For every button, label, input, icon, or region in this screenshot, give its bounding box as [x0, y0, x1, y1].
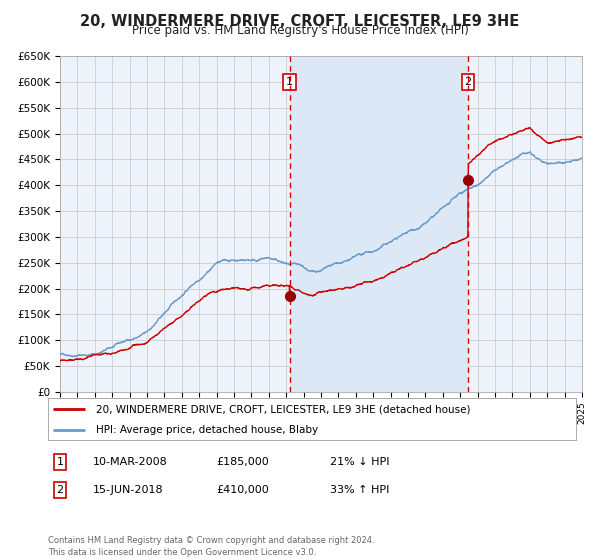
Text: 20, WINDERMERE DRIVE, CROFT, LEICESTER, LE9 3HE: 20, WINDERMERE DRIVE, CROFT, LEICESTER, … — [80, 14, 520, 29]
Text: 33% ↑ HPI: 33% ↑ HPI — [330, 485, 389, 495]
Text: 1: 1 — [56, 457, 64, 467]
Bar — [290, 56, 468, 392]
Text: £185,000: £185,000 — [216, 457, 269, 467]
Text: Contains HM Land Registry data © Crown copyright and database right 2024.
This d: Contains HM Land Registry data © Crown c… — [48, 536, 374, 557]
Text: £410,000: £410,000 — [216, 485, 269, 495]
Text: 21% ↓ HPI: 21% ↓ HPI — [330, 457, 389, 467]
Text: 10-MAR-2008: 10-MAR-2008 — [93, 457, 168, 467]
Text: 15-JUN-2018: 15-JUN-2018 — [93, 485, 164, 495]
Text: Price paid vs. HM Land Registry's House Price Index (HPI): Price paid vs. HM Land Registry's House … — [131, 24, 469, 37]
Text: 1: 1 — [286, 77, 293, 87]
Text: 20, WINDERMERE DRIVE, CROFT, LEICESTER, LE9 3HE (detached house): 20, WINDERMERE DRIVE, CROFT, LEICESTER, … — [95, 404, 470, 414]
Text: 2: 2 — [464, 77, 472, 87]
Text: HPI: Average price, detached house, Blaby: HPI: Average price, detached house, Blab… — [95, 426, 317, 435]
Text: 2: 2 — [56, 485, 64, 495]
